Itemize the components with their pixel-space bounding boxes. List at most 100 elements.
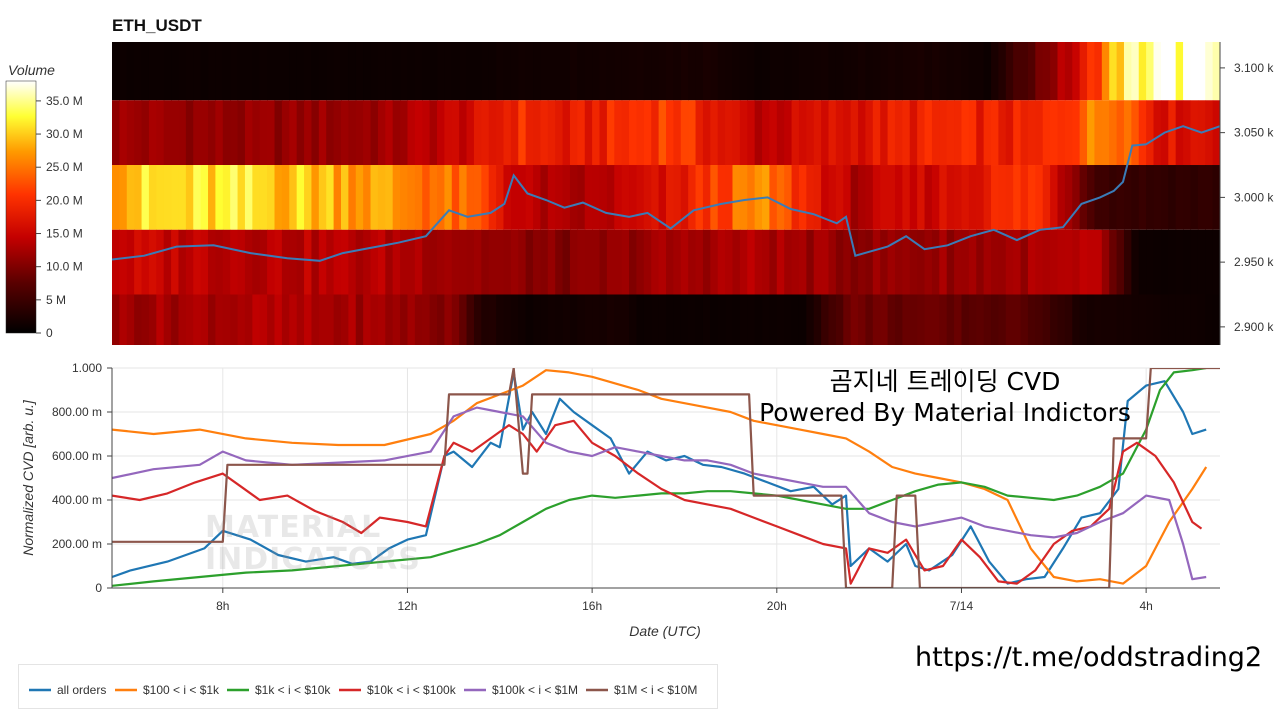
heatmap-cell	[333, 229, 342, 295]
heatmap-cell	[983, 165, 992, 230]
heatmap-cell	[1050, 229, 1059, 295]
heatmap-cell	[1138, 294, 1147, 345]
heatmap-cell	[304, 229, 313, 295]
heatmap-cell	[126, 42, 135, 101]
heatmap-cell	[606, 294, 615, 345]
heatmap-cell	[629, 42, 638, 101]
heatmap-cell	[318, 42, 327, 101]
heatmap-cell	[400, 100, 409, 166]
x-tick-label: 4h	[1139, 599, 1152, 613]
heatmap-cell	[296, 42, 305, 101]
heatmap-cell	[666, 294, 674, 345]
heatmap-cell	[673, 100, 682, 166]
heatmap-cell	[688, 294, 697, 345]
heatmap-cell	[244, 42, 253, 101]
heatmap-cell	[274, 165, 283, 230]
heatmap-cell	[555, 165, 564, 230]
heatmap-cell	[473, 229, 482, 295]
heatmap-cell	[732, 294, 741, 345]
heatmap-cell	[481, 100, 490, 166]
heatmap-cell	[643, 229, 652, 295]
heatmap-cell	[148, 42, 157, 101]
heatmap-cell	[289, 294, 298, 345]
heatmap-cell	[747, 229, 756, 295]
heatmap-cell	[1005, 165, 1014, 230]
heatmap-cell	[496, 165, 505, 230]
heatmap-cell	[1131, 294, 1140, 345]
heatmap-cell	[643, 100, 652, 166]
heatmap-cell	[1153, 294, 1162, 345]
heatmap-cell	[931, 229, 940, 295]
heatmap-cell	[171, 165, 180, 230]
heatmap-cell	[296, 100, 305, 166]
heatmap-cell	[658, 165, 667, 230]
heatmap-cell	[215, 42, 224, 101]
heatmap-cell	[732, 42, 741, 101]
heatmap-cell	[776, 294, 785, 345]
heatmap-cell	[894, 42, 903, 101]
telegram-link[interactable]: https://t.me/oddstrading2	[915, 642, 1263, 673]
heatmap-cell	[991, 294, 999, 345]
heatmap-cell	[1138, 229, 1147, 295]
heatmap-cell	[1160, 165, 1169, 230]
heatmap-cell	[1109, 42, 1118, 101]
heatmap-cell	[422, 100, 431, 166]
heatmap-cell	[1183, 229, 1192, 295]
heatmap-cell	[835, 165, 844, 230]
heatmap-cell	[163, 229, 172, 295]
heatmap-cell	[843, 294, 852, 345]
heatmap-cell	[1160, 294, 1169, 345]
heatmap-cell	[946, 165, 955, 230]
colorbar-tick-label: 25.0 M	[46, 160, 83, 174]
heatmap-cell	[1123, 165, 1132, 230]
heatmap-cell	[739, 42, 748, 101]
heatmap-cell	[1109, 100, 1118, 166]
heatmap-cell	[1146, 229, 1155, 295]
heatmap-cell	[769, 100, 778, 166]
heatmap-cell	[991, 100, 999, 166]
heatmap-cell	[614, 229, 623, 295]
heatmap-cell	[385, 294, 394, 345]
heatmap-cell	[148, 165, 157, 230]
heatmap-cell	[865, 165, 874, 230]
heatmap-cell	[695, 229, 704, 295]
heatmap-cell	[163, 100, 172, 166]
heatmap-cell	[444, 165, 453, 230]
heatmap-cell	[599, 165, 608, 230]
heatmap-cell	[621, 100, 630, 166]
heatmap-cell	[377, 165, 386, 230]
heatmap-cell	[459, 165, 468, 230]
heatmap-cell	[252, 294, 261, 345]
heatmap-cell	[695, 294, 704, 345]
heatmap-cell	[887, 165, 896, 230]
heatmap-cell	[304, 294, 313, 345]
heatmap-cell	[717, 100, 726, 166]
heatmap-cell	[673, 165, 682, 230]
heatmap-cell	[1168, 42, 1177, 101]
heatmap-cell	[606, 165, 615, 230]
heatmap-cell	[1042, 42, 1051, 101]
heatmap-cell	[1027, 229, 1036, 295]
heatmap-cell	[370, 100, 379, 166]
price-tick-label: 2.950 k	[1234, 255, 1274, 269]
colorbar-tick-label: 20.0 M	[46, 193, 83, 207]
heatmap-cell	[1020, 100, 1029, 166]
price-line	[112, 125, 1220, 262]
heatmap-cell	[355, 42, 364, 101]
heatmap-cell	[311, 165, 320, 230]
heatmap-cell	[858, 42, 867, 101]
heatmap-cell	[769, 42, 778, 101]
heatmap-cell	[422, 229, 431, 295]
heatmap-cell	[688, 100, 697, 166]
heatmap-cell	[1138, 42, 1147, 101]
heatmap-cell	[267, 229, 276, 295]
heatmap-cell	[680, 229, 689, 295]
heatmap-cell	[555, 294, 564, 345]
heatmap-cell	[267, 42, 276, 101]
heatmap-cell	[651, 294, 660, 345]
heatmap-cell	[843, 100, 852, 166]
heatmap-cell	[555, 42, 564, 101]
heatmap-cell	[141, 294, 150, 345]
heatmap-cell	[451, 165, 460, 230]
heatmap-cell	[850, 165, 859, 230]
